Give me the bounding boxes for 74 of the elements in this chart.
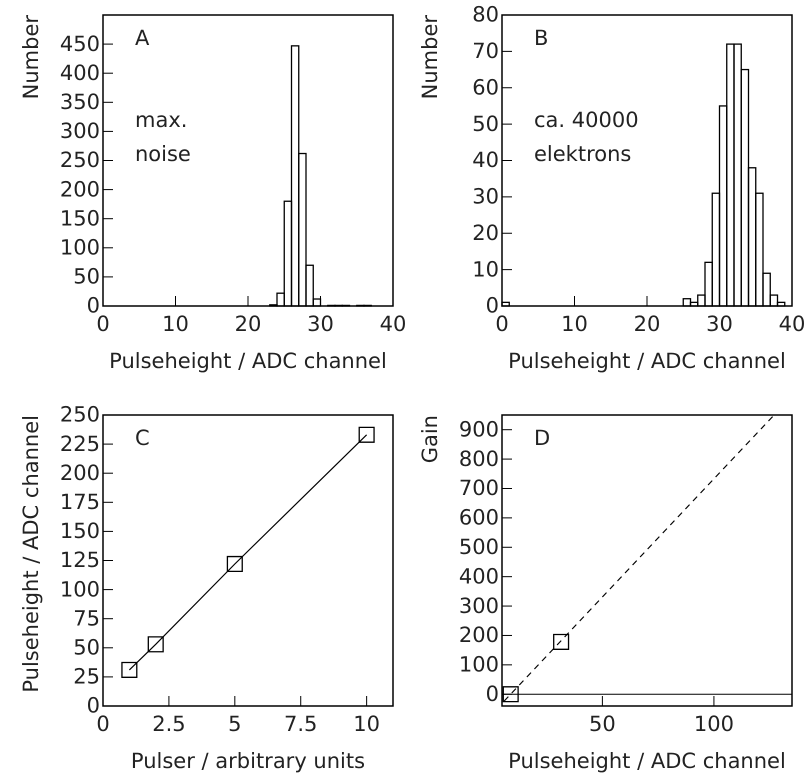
y-tick-label: 20	[472, 220, 499, 245]
y-tick-label: 0	[86, 294, 100, 318]
x-tick-label: 10	[353, 712, 380, 736]
annotation: max.	[135, 108, 188, 132]
x-axis-title: Pulser / arbitrary units	[130, 749, 366, 773]
y-tick-label: 600	[458, 506, 499, 530]
y-axis-title: Pulseheight / ADC channel	[18, 415, 43, 693]
point	[148, 636, 164, 652]
y-tick-label: 350	[60, 90, 100, 114]
y-tick-label: 50	[73, 264, 100, 289]
x-axis-title: Pulseheight / ADC channel	[508, 749, 786, 773]
y-tick-label: 300	[458, 594, 499, 618]
y-axis-title: Number	[18, 14, 43, 100]
x-tick-label: 5	[228, 712, 242, 736]
y-tick-label: 300	[60, 119, 100, 144]
y-tick-label: 10	[472, 257, 499, 282]
y-tick-label: 100	[60, 236, 100, 260]
y-tick-label: 400	[458, 564, 499, 588]
x-tick-label: 30	[706, 312, 733, 336]
y-tick-label: 800	[458, 446, 499, 471]
x-tick-label: 40	[380, 312, 406, 336]
annotation: elektrons	[534, 142, 632, 166]
annotation: D	[534, 426, 550, 450]
x-tick-label: 100	[694, 712, 734, 736]
y-tick-label: 200	[60, 177, 100, 202]
annotation: ca. 40000	[534, 108, 639, 132]
y-tick-label: 100	[60, 577, 100, 602]
y-tick-label: 40	[472, 148, 499, 172]
annotation: A	[135, 26, 150, 50]
x-tick-label: 50	[589, 712, 616, 736]
y-tick-label: 0	[486, 294, 499, 318]
y-tick-label: 200	[60, 460, 100, 485]
y-tick-label: 100	[458, 652, 499, 677]
y-tick-label: 70	[472, 39, 499, 64]
x-tick-label: 10	[162, 312, 189, 336]
x-tick-label: 2.5	[152, 712, 186, 736]
y-tick-label: 0	[86, 694, 100, 718]
y-tick-label: 30	[472, 184, 499, 209]
y-tick-label: 250	[60, 402, 100, 427]
y-tick-label: 500	[458, 534, 499, 559]
y-tick-label: 25	[73, 664, 100, 689]
y-tick-label: 250	[60, 148, 100, 172]
y-tick-label: 75	[73, 606, 100, 630]
y-tick-label: 175	[60, 490, 100, 514]
y-tick-label: 400	[60, 60, 100, 85]
x-tick-label: 20	[634, 312, 660, 336]
y-tick-label: 125	[60, 548, 100, 572]
x-axis-title: Pulseheight / ADC channel	[508, 349, 786, 373]
point	[121, 662, 138, 678]
x-tick-label: 20	[234, 312, 262, 336]
x-tick-label: 10	[561, 312, 588, 336]
y-tick-label: 900	[458, 417, 499, 442]
point	[226, 556, 243, 572]
y-tick-label: 200	[458, 623, 499, 648]
annotation: B	[534, 26, 548, 50]
y-tick-label: 50	[472, 112, 499, 136]
y-tick-label: 60	[472, 75, 499, 100]
y-tick-label: 225	[60, 432, 100, 456]
x-tick-label: 30	[307, 312, 334, 336]
y-tick-label: 150	[60, 519, 100, 544]
y-axis-title: Number	[418, 14, 442, 100]
y-axis-title: Gain	[418, 415, 442, 464]
x-tick-label: 7.5	[284, 712, 318, 736]
y-tick-label: 0	[486, 682, 499, 706]
annotation: C	[135, 426, 150, 450]
y-tick-label: 150	[60, 206, 100, 230]
y-tick-label: 450	[60, 32, 100, 56]
point	[358, 426, 375, 443]
y-tick-label: 700	[458, 476, 499, 500]
y-tick-label: 50	[73, 636, 100, 660]
y-tick-label: 80	[472, 2, 499, 27]
x-axis-title: Pulseheight / ADC channel	[109, 349, 387, 373]
annotation: noise	[135, 142, 191, 166]
x-tick-label: 40	[778, 312, 806, 336]
